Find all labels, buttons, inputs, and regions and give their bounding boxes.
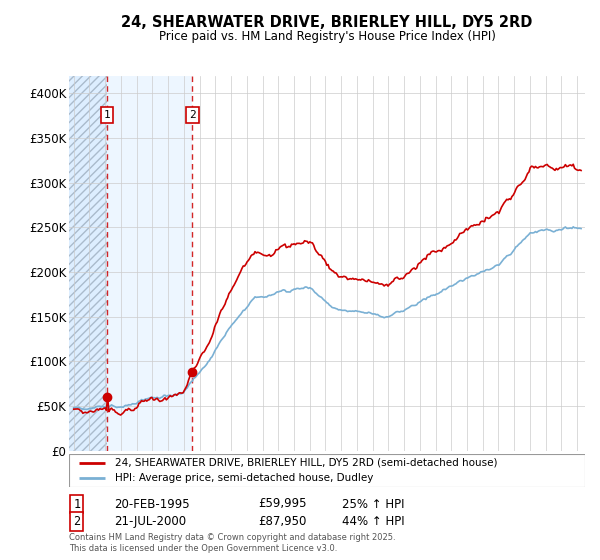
Text: Contains HM Land Registry data © Crown copyright and database right 2025.
This d: Contains HM Land Registry data © Crown c… <box>69 534 395 553</box>
Text: 2: 2 <box>189 110 196 120</box>
Text: HPI: Average price, semi-detached house, Dudley: HPI: Average price, semi-detached house,… <box>115 473 374 483</box>
Text: £59,995: £59,995 <box>258 497 307 511</box>
Text: £87,950: £87,950 <box>258 515 307 529</box>
Text: Price paid vs. HM Land Registry's House Price Index (HPI): Price paid vs. HM Land Registry's House … <box>158 30 496 43</box>
Text: 44% ↑ HPI: 44% ↑ HPI <box>342 515 404 529</box>
Bar <box>69 76 107 451</box>
Text: 21-JUL-2000: 21-JUL-2000 <box>114 515 186 529</box>
Text: 1: 1 <box>73 497 80 511</box>
FancyBboxPatch shape <box>69 454 585 487</box>
Text: 25% ↑ HPI: 25% ↑ HPI <box>342 497 404 511</box>
Text: 24, SHEARWATER DRIVE, BRIERLEY HILL, DY5 2RD: 24, SHEARWATER DRIVE, BRIERLEY HILL, DY5… <box>121 15 533 30</box>
Bar <box>107 76 193 451</box>
Text: 1: 1 <box>104 110 110 120</box>
Text: 20-FEB-1995: 20-FEB-1995 <box>114 497 190 511</box>
Text: 24, SHEARWATER DRIVE, BRIERLEY HILL, DY5 2RD (semi-detached house): 24, SHEARWATER DRIVE, BRIERLEY HILL, DY5… <box>115 458 498 468</box>
Text: 2: 2 <box>73 515 80 529</box>
